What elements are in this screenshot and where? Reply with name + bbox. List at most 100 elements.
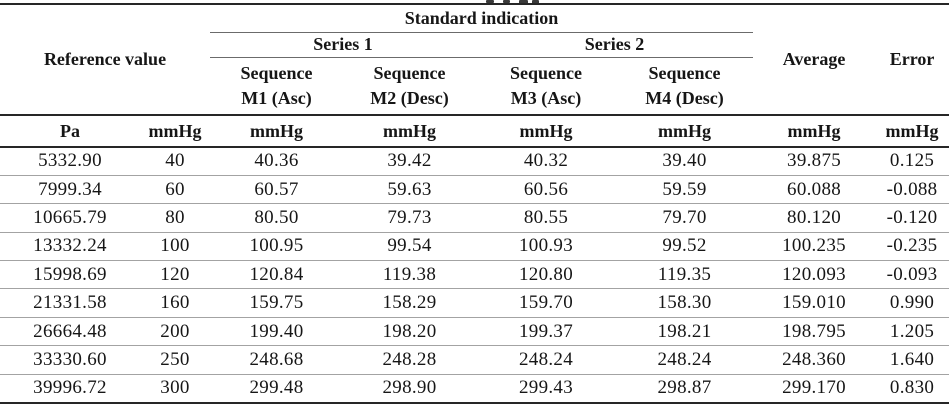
- cell-reference-mmhg: 160: [140, 288, 210, 318]
- table-row: 15998.69 120 120.84 119.38 120.80 119.35…: [0, 260, 949, 290]
- results-table: Reference value Standard indication Aver…: [0, 3, 949, 404]
- cell-m2: 198.20: [343, 317, 476, 347]
- cell-m2: 79.73: [343, 203, 476, 233]
- cell-m4: 248.24: [616, 345, 754, 375]
- cell-m1: 299.48: [210, 374, 343, 404]
- cell-reference-pa: 10665.79: [0, 203, 140, 233]
- cell-reference-pa: 13332.24: [0, 232, 140, 262]
- cell-m1: 60.57: [210, 175, 343, 205]
- cell-m2: 298.90: [343, 374, 476, 404]
- header-series-2: Series 2: [476, 32, 754, 58]
- cell-average: 120.093: [753, 260, 876, 290]
- cell-m4: 39.40: [616, 147, 754, 176]
- header-error: Error: [875, 3, 949, 115]
- cell-m4: 59.59: [616, 175, 754, 205]
- table-row: 21331.58 160 159.75 158.29 159.70 158.30…: [0, 288, 949, 318]
- cell-average: 100.235: [753, 232, 876, 262]
- cell-reference-pa: 33330.60: [0, 345, 140, 375]
- cell-reference-mmhg: 40: [140, 147, 210, 176]
- table-row: 26664.48 200 199.40 198.20 199.37 198.21…: [0, 317, 949, 347]
- cell-average: 159.010: [753, 288, 876, 318]
- cell-error: -0.088: [875, 175, 949, 205]
- cell-reference-pa: 21331.58: [0, 288, 140, 318]
- header-row-group-3: Sequence M1 (Asc) Sequence M2 (Desc) Seq…: [0, 57, 949, 115]
- cell-m2: 39.42: [343, 147, 476, 176]
- text-descender-mark: [503, 0, 510, 3]
- cell-error: 0.990: [875, 288, 949, 318]
- cell-m3: 120.80: [476, 260, 616, 290]
- cell-m1: 100.95: [210, 232, 343, 262]
- header-series-1: Series 1: [210, 32, 476, 58]
- cell-reference-mmhg: 60: [140, 175, 210, 205]
- header-sequence-m3: Sequence M3 (Asc): [510, 62, 582, 108]
- cell-average: 299.170: [753, 374, 876, 404]
- cell-m3: 159.70: [476, 288, 616, 318]
- cell-m3: 299.43: [476, 374, 616, 404]
- unit-cell-mmhg-error: mmHg: [875, 114, 949, 148]
- table-row: 7999.34 60 60.57 59.63 60.56 59.59 60.08…: [0, 175, 949, 205]
- text-descender-mark: [486, 0, 494, 3]
- cell-m3: 60.56: [476, 175, 616, 205]
- cell-m3: 40.32: [476, 147, 616, 176]
- unit-cell-mmhg-average: mmHg: [753, 114, 876, 148]
- header-average: Average: [753, 3, 876, 115]
- table-body: 5332.90 40 40.36 39.42 40.32 39.40 39.87…: [0, 147, 949, 404]
- cell-m2: 248.28: [343, 345, 476, 375]
- cell-m1: 120.84: [210, 260, 343, 290]
- cell-m3: 248.24: [476, 345, 616, 375]
- cell-reference-mmhg: 120: [140, 260, 210, 290]
- cell-m2: 158.29: [343, 288, 476, 318]
- cell-reference-mmhg: 100: [140, 232, 210, 262]
- unit-cell-mmhg-reference: mmHg: [140, 114, 210, 148]
- cell-error: -0.093: [875, 260, 949, 290]
- cell-reference-mmhg: 200: [140, 317, 210, 347]
- cell-reference-pa: 26664.48: [0, 317, 140, 347]
- cell-reference-mmhg: 300: [140, 374, 210, 404]
- cell-average: 60.088: [753, 175, 876, 205]
- header-sequence-m4: Sequence M4 (Desc): [645, 62, 724, 108]
- unit-cell-mmhg-m1: mmHg: [210, 114, 343, 148]
- units-row: Pa mmHg mmHg mmHg mmHg mmHg mmHg mmHg: [0, 114, 949, 148]
- unit-cell-mmhg-m3: mmHg: [476, 114, 616, 148]
- cell-m4: 99.52: [616, 232, 754, 262]
- cell-reference-pa: 7999.34: [0, 175, 140, 205]
- cell-error: 0.125: [875, 147, 949, 176]
- unit-cell-pa: Pa: [0, 114, 140, 148]
- cell-m3: 199.37: [476, 317, 616, 347]
- cell-reference-pa: 5332.90: [0, 147, 140, 176]
- header-row-group-2: Series 1 Series 2: [0, 32, 949, 58]
- cell-error: 0.830: [875, 374, 949, 404]
- cell-m4: 158.30: [616, 288, 754, 318]
- header-reference-value: Reference value: [0, 3, 210, 115]
- cell-average: 248.360: [753, 345, 876, 375]
- cell-reference-pa: 39996.72: [0, 374, 140, 404]
- cell-average: 198.795: [753, 317, 876, 347]
- cell-m1: 40.36: [210, 147, 343, 176]
- cell-m2: 119.38: [343, 260, 476, 290]
- cell-m1: 248.68: [210, 345, 343, 375]
- cell-m3: 80.55: [476, 203, 616, 233]
- text-descender-mark: [519, 0, 528, 4]
- text-descender-mark: [532, 0, 539, 4]
- cell-reference-pa: 15998.69: [0, 260, 140, 290]
- header-standard-indication: Standard indication: [210, 3, 754, 33]
- cell-average: 80.120: [753, 203, 876, 233]
- cell-m2: 99.54: [343, 232, 476, 262]
- table-row: 13332.24 100 100.95 99.54 100.93 99.52 1…: [0, 232, 949, 262]
- table-header: Reference value Standard indication Aver…: [0, 3, 949, 148]
- cell-m4: 79.70: [616, 203, 754, 233]
- table-row: 39996.72 300 299.48 298.90 299.43 298.87…: [0, 374, 949, 404]
- cell-error: -0.235: [875, 232, 949, 262]
- cell-error: 1.640: [875, 345, 949, 375]
- unit-cell-mmhg-m2: mmHg: [343, 114, 476, 148]
- cell-error: -0.120: [875, 203, 949, 233]
- cell-m4: 119.35: [616, 260, 754, 290]
- cell-m3: 100.93: [476, 232, 616, 262]
- unit-cell-mmhg-m4: mmHg: [616, 114, 754, 148]
- cell-m1: 80.50: [210, 203, 343, 233]
- cell-reference-mmhg: 80: [140, 203, 210, 233]
- cell-average: 39.875: [753, 147, 876, 176]
- cell-error: 1.205: [875, 317, 949, 347]
- cell-m2: 59.63: [343, 175, 476, 205]
